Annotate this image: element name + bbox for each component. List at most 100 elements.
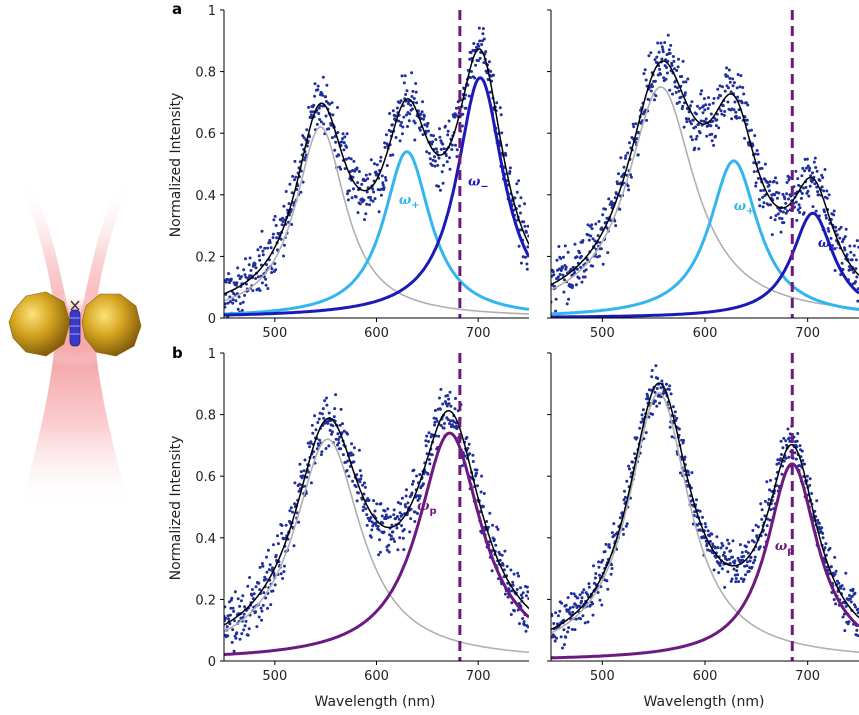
data-point	[775, 196, 779, 200]
data-point	[224, 280, 228, 284]
data-point	[552, 273, 556, 277]
x-tick-label: 500	[590, 669, 615, 684]
data-point	[265, 263, 268, 267]
data-point	[629, 175, 633, 179]
data-point	[501, 563, 505, 567]
data-point	[375, 163, 379, 167]
data-point	[383, 141, 387, 145]
data-point	[593, 576, 597, 580]
data-point	[495, 101, 499, 105]
data-point	[387, 550, 391, 554]
data-point	[708, 539, 712, 543]
data-point	[428, 462, 432, 466]
data-point	[424, 444, 428, 448]
data-point	[391, 109, 395, 113]
data-point	[525, 585, 529, 589]
data-point	[798, 444, 802, 448]
data-point	[262, 591, 266, 595]
data-point	[735, 86, 739, 90]
data-point	[833, 572, 837, 576]
x-tick-label: 700	[466, 326, 491, 341]
data-point	[400, 121, 403, 124]
data-point	[712, 143, 716, 147]
data-point	[575, 267, 579, 271]
x-axis-label-left: Wavelength (nm)	[315, 694, 436, 710]
data-point	[824, 213, 828, 217]
data-point	[721, 104, 725, 108]
data-point	[301, 474, 305, 478]
data-point	[809, 174, 813, 178]
data-point	[410, 71, 414, 75]
data-point	[681, 441, 685, 445]
data-point	[433, 420, 437, 424]
data-point	[300, 143, 304, 147]
data-point	[260, 281, 264, 285]
data-point	[408, 112, 412, 116]
data-point	[347, 474, 351, 478]
plot-area	[551, 33, 859, 318]
data-point	[593, 239, 597, 243]
data-point	[340, 431, 344, 435]
data-point	[571, 284, 575, 288]
data-point	[841, 615, 845, 619]
data-point	[233, 619, 236, 623]
y-tick-label: 0.6	[195, 470, 216, 485]
data-point	[693, 146, 697, 150]
data-point	[829, 236, 833, 240]
data-point	[334, 437, 338, 441]
data-point	[597, 220, 601, 223]
data-point	[641, 408, 645, 412]
data-point	[818, 179, 822, 182]
data-point	[678, 471, 682, 475]
y-tick-label: 0.4	[195, 189, 216, 204]
data-point	[849, 250, 853, 254]
data-point	[361, 509, 365, 512]
data-point	[562, 255, 565, 259]
data-point	[389, 515, 392, 519]
data-point	[389, 130, 393, 133]
data-point	[227, 617, 231, 621]
data-point	[427, 151, 431, 155]
data-point	[377, 210, 381, 214]
data-point	[808, 166, 812, 170]
data-point	[263, 246, 267, 250]
data-point	[391, 153, 395, 157]
data-point	[513, 609, 516, 613]
data-point	[808, 184, 812, 188]
data-point	[477, 26, 481, 30]
data-point	[368, 172, 372, 176]
data-point	[765, 524, 769, 528]
data-point	[623, 156, 627, 160]
data-point	[808, 483, 812, 487]
data-point	[405, 89, 409, 93]
data-point	[598, 254, 601, 258]
data-point	[810, 492, 814, 495]
data-point	[677, 57, 680, 61]
x-tick-label: 600	[693, 326, 718, 341]
data-point	[856, 299, 859, 303]
data-point	[591, 613, 595, 617]
data-point	[842, 587, 846, 591]
data-point	[571, 610, 575, 614]
data-point	[265, 570, 269, 574]
data-point	[261, 564, 265, 568]
data-point	[390, 523, 394, 527]
data-point	[764, 533, 768, 537]
data-point	[801, 166, 805, 170]
data-point	[676, 65, 680, 69]
data-point	[386, 516, 390, 519]
data-point	[825, 189, 829, 193]
data-point	[815, 185, 819, 189]
data-point	[412, 468, 416, 472]
data-point	[482, 37, 486, 41]
data-point	[675, 102, 679, 105]
data-point	[746, 103, 750, 107]
data-point	[305, 144, 309, 148]
data-point	[605, 216, 609, 220]
data-point	[304, 491, 308, 495]
data-point	[378, 538, 382, 542]
data-point	[700, 89, 704, 93]
data-point	[653, 390, 657, 394]
data-point	[299, 470, 303, 474]
panel-label-a: a	[172, 0, 182, 18]
